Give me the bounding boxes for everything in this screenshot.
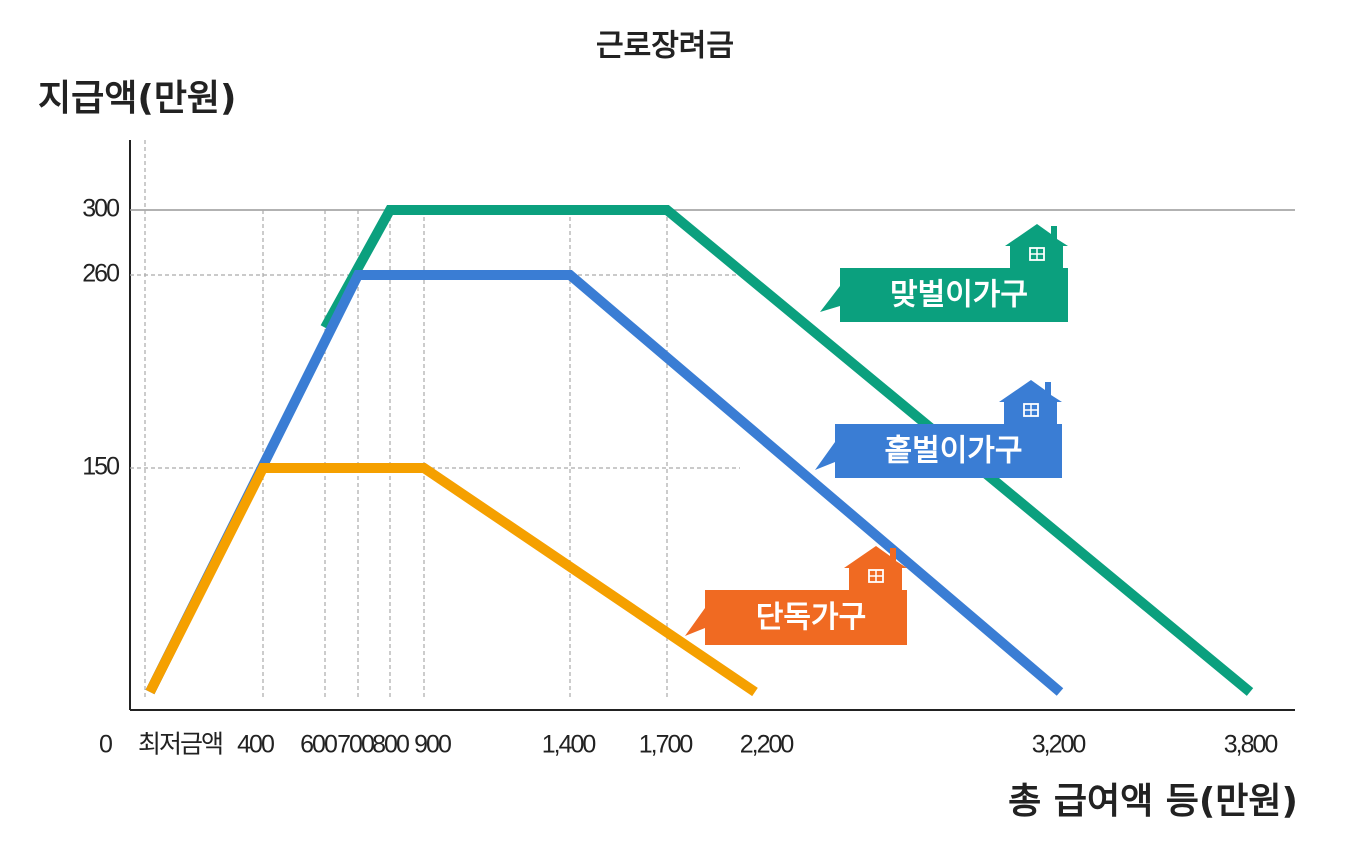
x-tick-label: 600 — [300, 731, 337, 759]
house-window-bars — [869, 570, 883, 582]
series-line — [145, 463, 758, 697]
x-tick-label: 최저금액 — [138, 731, 222, 759]
x-tick-label: 3,800 — [1224, 731, 1278, 759]
legend-label: 홑벌이가구 — [885, 434, 1023, 469]
x-tick-label: 1,700 — [639, 731, 693, 759]
x-tick-label: 2,200 — [740, 731, 794, 759]
chart-title: 근로장려금 — [596, 29, 734, 64]
house-icon — [844, 546, 907, 590]
house-icon — [999, 380, 1062, 424]
x-tick-label: 700 — [337, 731, 374, 759]
callout-box — [815, 424, 1062, 478]
x-tick-label: 0 — [99, 731, 112, 759]
x-tick-label: 900 — [414, 731, 451, 759]
legend-label: 맞벌이가구 — [890, 278, 1028, 313]
callout-box — [820, 268, 1068, 322]
y-tick-label: 300 — [82, 195, 119, 223]
series-callout: 맞벌이가구 — [820, 224, 1068, 322]
house-icon — [1005, 224, 1068, 268]
x-axis-label: 총 급여액 등(만원) — [1008, 781, 1298, 822]
x-tick-label: 400 — [237, 731, 274, 759]
series-callout: 홑벌이가구 — [815, 380, 1062, 478]
x-tick-label: 3,200 — [1032, 731, 1086, 759]
y-tick-label: 260 — [82, 260, 119, 288]
x-tick-label: 1,400 — [542, 731, 596, 759]
callout-box — [685, 590, 907, 645]
house-window-bars — [1024, 404, 1038, 416]
series-line — [145, 270, 1064, 696]
house-window-bars — [1030, 248, 1044, 260]
series-callout: 단독가구 — [685, 546, 907, 645]
x-tick-label: 800 — [372, 731, 409, 759]
y-tick-label: 150 — [82, 453, 119, 481]
y-axis-label: 지급액(만원) — [38, 78, 237, 119]
legend-label: 단독가구 — [756, 600, 866, 635]
